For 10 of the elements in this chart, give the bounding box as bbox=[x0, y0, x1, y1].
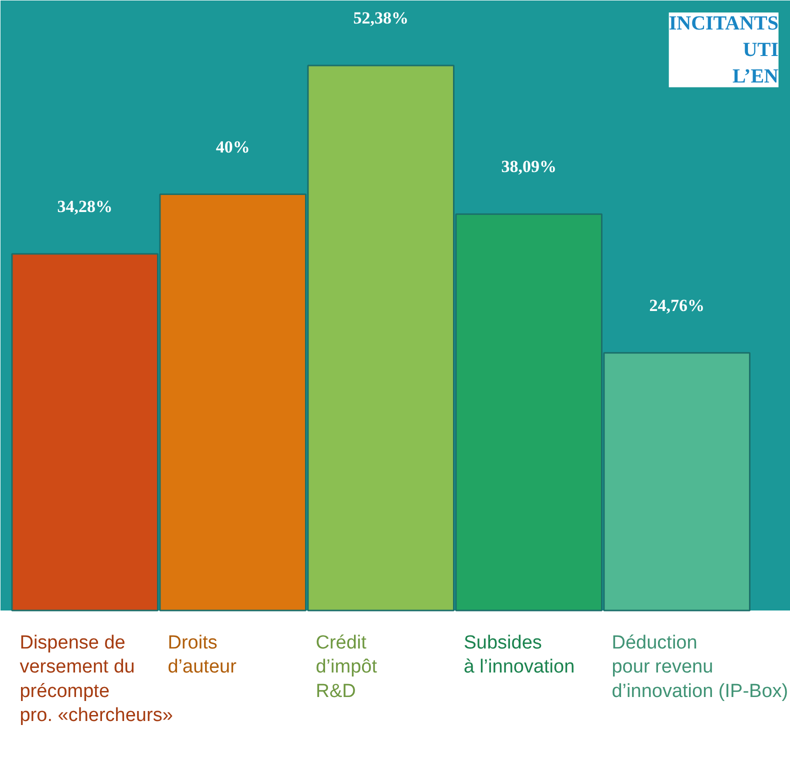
x-tick-label: Déduction pour revenu d’innovation (IP-Box) bbox=[612, 632, 788, 702]
chart-title: INCITANTS UTI L’EN bbox=[668, 12, 780, 88]
x-tick-label: Subsides à l’innovation bbox=[464, 632, 575, 678]
x-tick-label: Crédit d’impôt R&D bbox=[316, 632, 378, 702]
data-label: 52,38% bbox=[353, 8, 408, 28]
x-tick-label: Droits d’auteur bbox=[168, 632, 238, 678]
data-label: 24,76% bbox=[649, 296, 704, 315]
data-label: 40% bbox=[216, 137, 250, 156]
data-label: 34,28% bbox=[57, 196, 112, 216]
data-label: 38,09% bbox=[501, 157, 556, 176]
